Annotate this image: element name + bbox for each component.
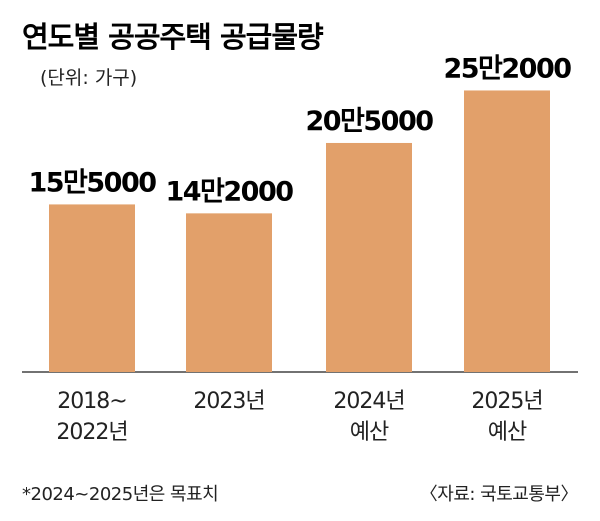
bar-2 <box>186 213 272 372</box>
source-note: 〈자료: 국토교통부〉 <box>420 484 578 505</box>
chart-title: 연도별 공공주택 공급물량 <box>22 20 324 54</box>
value-label-4: 25만2000 <box>443 53 571 84</box>
unit-label: (단위: 가구) <box>40 67 137 89</box>
category-label-2-line-1: 2023년 <box>193 389 264 414</box>
category-label-1-line-1: 2018~ <box>57 389 126 414</box>
value-label-2: 14만2000 <box>165 176 293 207</box>
bar-1 <box>49 204 135 372</box>
category-label-4-line-1: 2025년 <box>471 389 542 414</box>
footnote: *2024~2025년은 목표치 <box>22 484 218 505</box>
category-label-3-line-1: 2024년 <box>333 389 404 414</box>
bar-3 <box>326 142 412 372</box>
bar-4 <box>464 90 550 372</box>
value-label-1: 15만5000 <box>28 167 156 198</box>
category-label-3-line-2: 예산 <box>350 420 389 445</box>
bars-group <box>49 90 550 372</box>
category-label-1-line-2: 2022년 <box>56 420 127 445</box>
value-labels-group: 15만5000 14만2000 20만5000 25만2000 <box>28 53 572 207</box>
value-label-3: 20만5000 <box>305 106 433 137</box>
category-label-4-line-2: 예산 <box>488 420 527 445</box>
